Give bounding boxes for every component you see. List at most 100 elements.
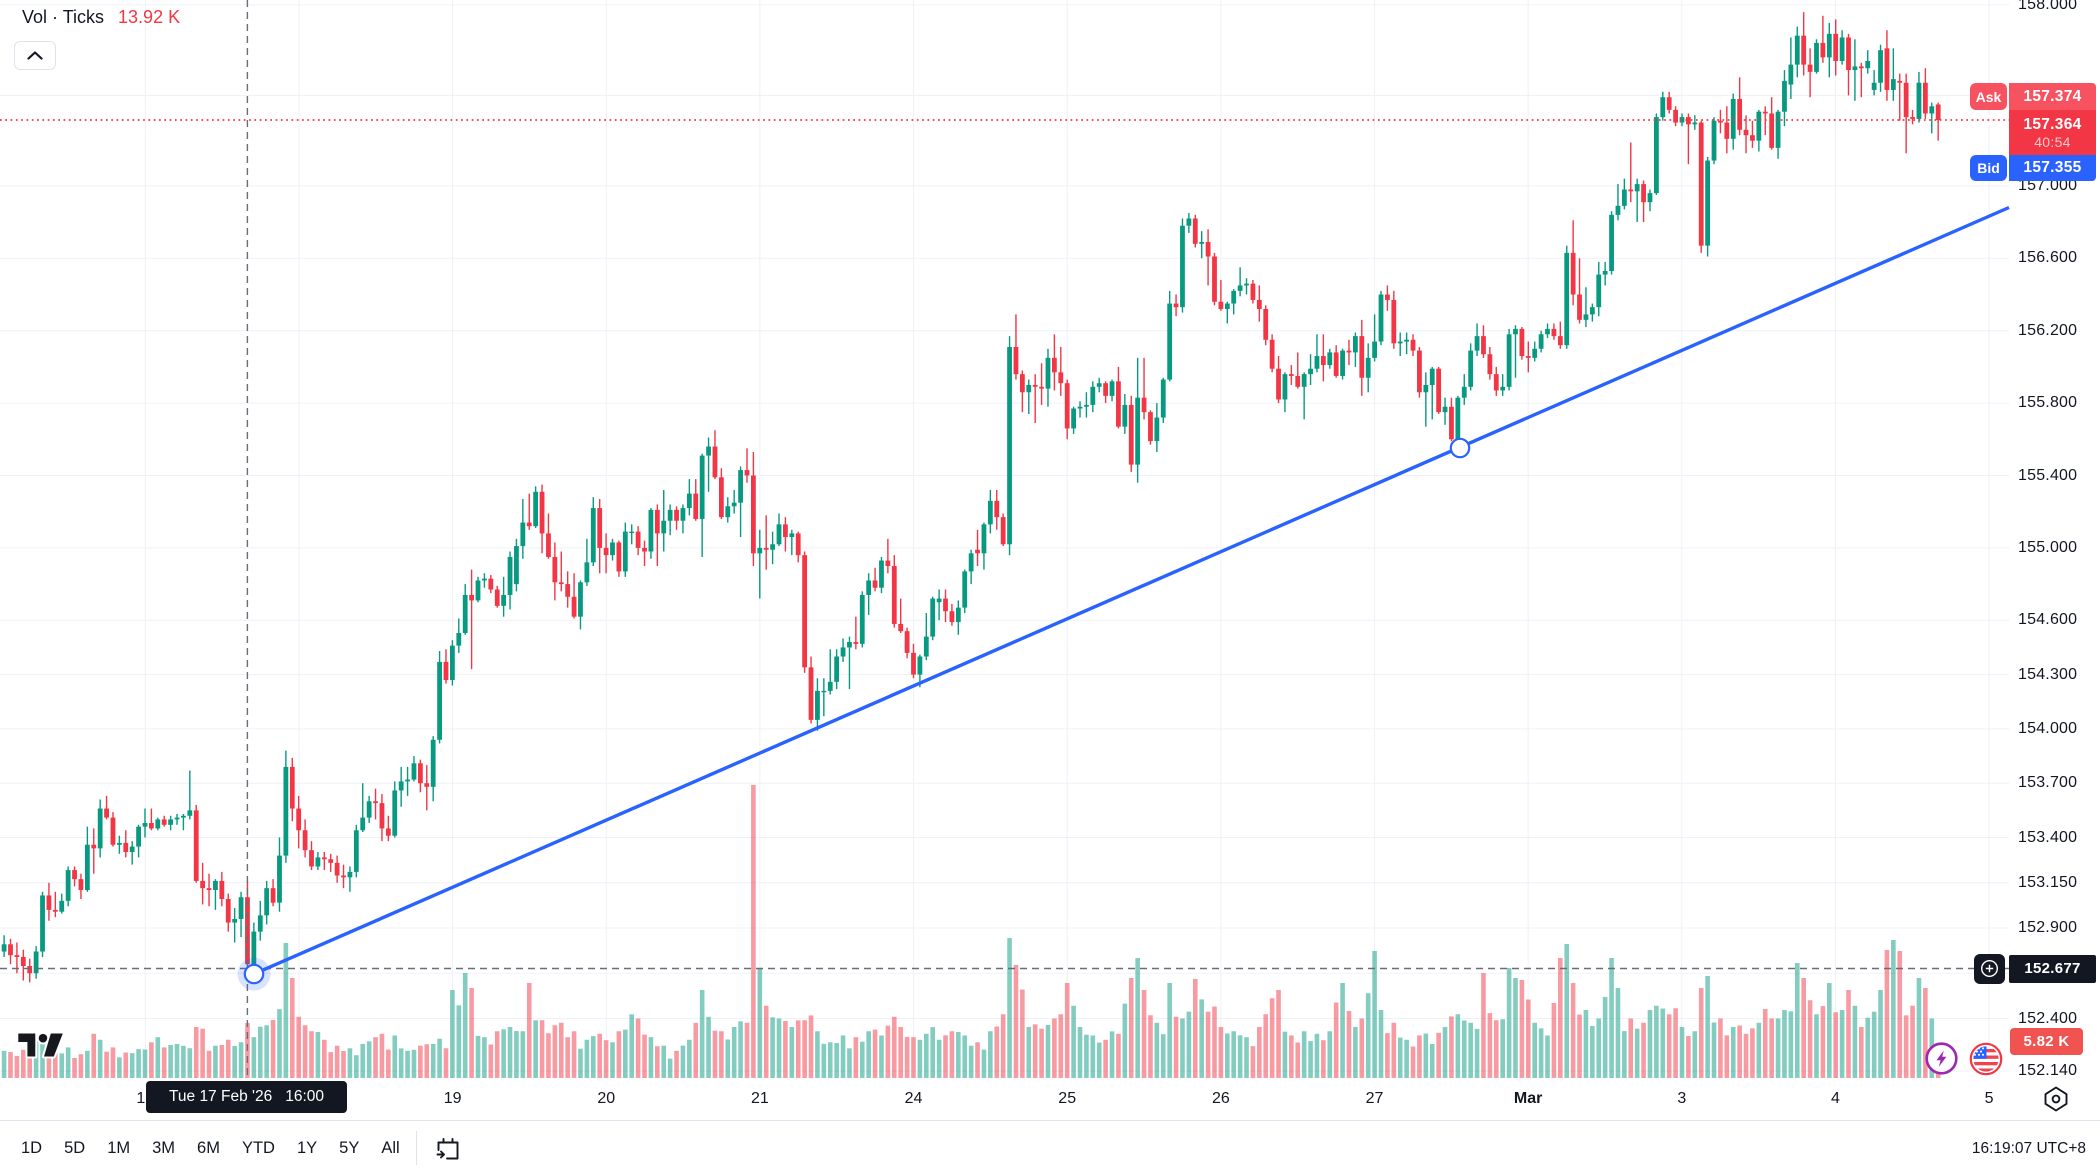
volume-bar [97, 1039, 103, 1078]
us-flag-icon[interactable] [1969, 1042, 2003, 1076]
volume-bar [936, 1039, 942, 1078]
range-button-1y[interactable]: 1Y [296, 1139, 318, 1157]
candle-body [1045, 357, 1051, 389]
range-button-5d[interactable]: 5D [64, 1139, 86, 1157]
candle-body [104, 808, 109, 818]
volume-bar [360, 1043, 366, 1078]
candle-body [1205, 242, 1211, 257]
candle-body [129, 846, 135, 852]
candle-body [385, 828, 391, 836]
volume-bar [603, 1040, 609, 1078]
candle-wick [1822, 15, 1824, 63]
volume-bar [232, 1045, 237, 1078]
trendline-anchor-mid[interactable] [1449, 437, 1471, 459]
candle-body [1231, 290, 1237, 304]
volume-bar [1756, 1022, 1762, 1078]
volume-bar [783, 1020, 788, 1078]
volume-bar [1692, 1031, 1698, 1078]
lightning-mode-icon[interactable] [1925, 1042, 1958, 1075]
volume-bar [1628, 1018, 1634, 1078]
volume-bar [1244, 1037, 1249, 1078]
collapse-pane-button[interactable] [14, 41, 56, 70]
volume-bar [1891, 939, 1896, 1078]
candle-body [776, 524, 782, 545]
candle-wick [1559, 321, 1562, 349]
candle-body [603, 547, 609, 556]
volume-bar [405, 1050, 410, 1078]
candle-wick [214, 879, 217, 910]
candle-wick [1079, 401, 1081, 418]
volume-bar [623, 1029, 628, 1078]
candle-body [1026, 385, 1032, 393]
volume-bar [462, 973, 468, 1078]
candle-wick [573, 573, 575, 619]
volume-bar [943, 1035, 948, 1078]
volume-bar [661, 1045, 667, 1078]
trendline-anchor-start[interactable] [243, 963, 265, 985]
volume-bar [1449, 1016, 1454, 1078]
volume-bar [1308, 1041, 1313, 1078]
range-button-5y[interactable]: 5Y [339, 1139, 360, 1157]
volume-bar [1000, 1014, 1006, 1078]
candle-body [1545, 328, 1550, 335]
candle-body [802, 555, 808, 668]
candle-body [1846, 37, 1851, 71]
candle-body [526, 522, 532, 527]
volume-bar [1839, 1010, 1845, 1078]
tradingview-logo[interactable] [16, 1031, 66, 1059]
volume-bar [1519, 980, 1525, 1078]
candle-body [610, 542, 615, 556]
volume-bar [1205, 1011, 1211, 1078]
volume-bar [289, 978, 295, 1078]
candle-wick [1617, 184, 1619, 221]
range-button-6m[interactable]: 6M [197, 1139, 220, 1157]
candle-wick [1220, 280, 1222, 311]
session-clock[interactable]: 16:19:07 UTC+8 [1971, 1140, 2086, 1157]
goto-date-button[interactable] [430, 1133, 466, 1165]
candle-body [213, 880, 218, 890]
candle-body [808, 667, 814, 720]
volume-bar [1666, 1014, 1672, 1078]
candle-body [1276, 368, 1281, 400]
candle-body [488, 578, 494, 590]
price-axis-label: 158.000 [2018, 0, 2078, 13]
volume-bar [1192, 978, 1198, 1078]
candle-body [1039, 386, 1044, 389]
volume-bar [1397, 1037, 1403, 1078]
candle-body [1320, 356, 1326, 366]
volume-bar [1, 1050, 7, 1078]
volume-bar [1186, 1011, 1192, 1078]
candle-body [514, 546, 519, 585]
candle-body [1141, 397, 1147, 413]
candle-wick [791, 529, 793, 556]
trendline[interactable] [253, 205, 2010, 976]
volume-bar [411, 1049, 417, 1078]
candle-wick [1687, 113, 1690, 165]
range-button-1m[interactable]: 1M [107, 1139, 131, 1157]
candle-body [181, 815, 186, 818]
volume-bar [866, 1031, 871, 1078]
range-button-3m[interactable]: 3M [152, 1139, 176, 1157]
volume-bar [924, 1033, 929, 1078]
candle-wick [707, 437, 710, 492]
candle-body [1084, 404, 1089, 407]
candle-wick [150, 808, 153, 831]
candle-body [1820, 42, 1826, 58]
candle-body [1935, 104, 1941, 121]
volume-bar [1833, 1012, 1839, 1078]
volume-bar [1654, 1005, 1659, 1078]
volume-bar [1096, 1042, 1102, 1078]
add-alert-plus-button[interactable] [1974, 953, 2005, 984]
candle-body [328, 859, 334, 863]
range-button-ytd[interactable]: YTD [241, 1139, 275, 1157]
settings-gear-icon[interactable] [2042, 1086, 2070, 1112]
volume-bar [1609, 958, 1614, 1078]
candle-body [1487, 354, 1493, 375]
candle-body [1756, 111, 1762, 141]
range-button-1d[interactable]: 1D [21, 1139, 43, 1157]
range-button-all[interactable]: All [381, 1139, 400, 1157]
candle-body [1224, 303, 1230, 309]
volume-bar [712, 1030, 718, 1078]
candle-body [667, 509, 673, 521]
